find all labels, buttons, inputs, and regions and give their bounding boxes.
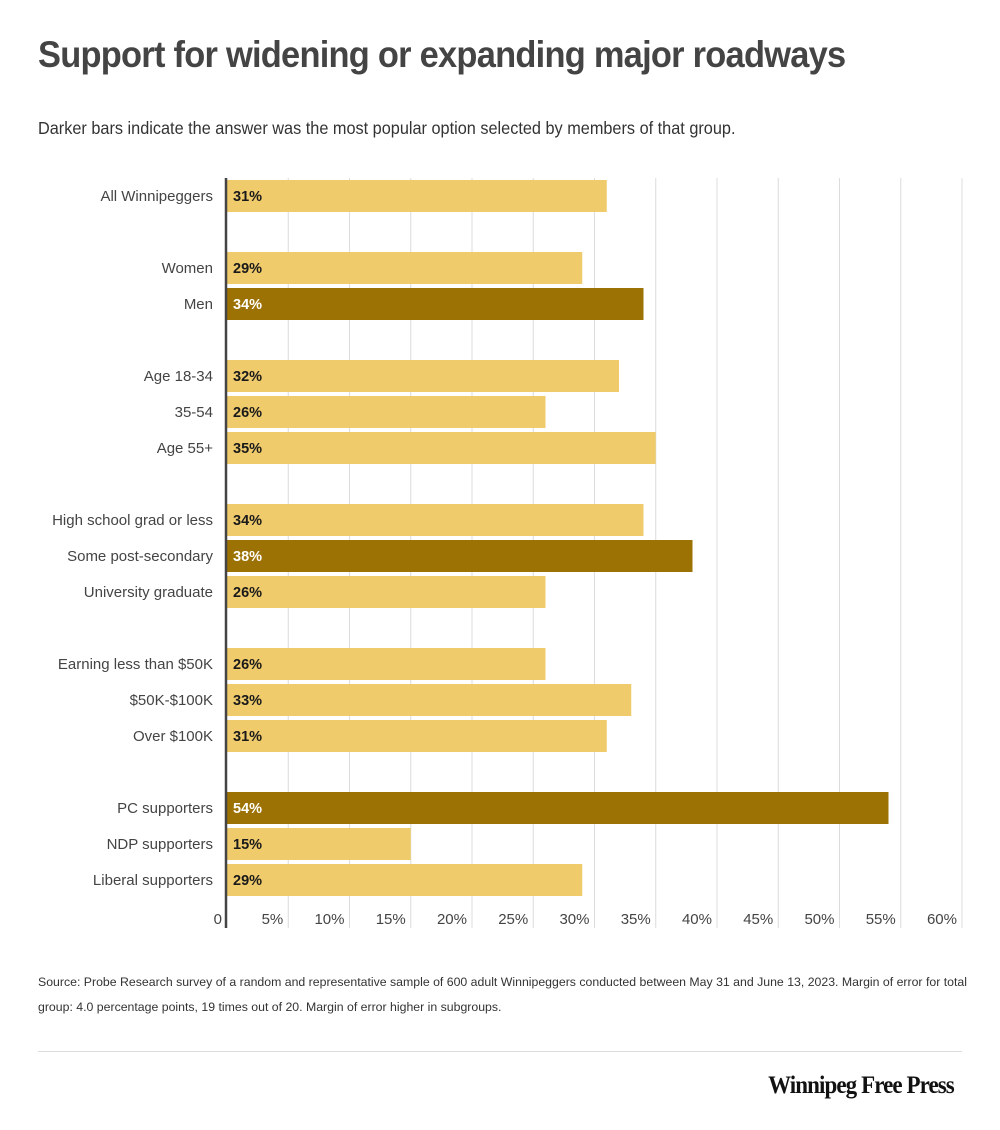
- bar: [227, 648, 546, 680]
- bar: [227, 504, 644, 536]
- category-label: 35-54: [175, 404, 213, 421]
- value-label: 26%: [233, 657, 262, 673]
- x-tick-label: 60%: [927, 911, 957, 928]
- bar: [227, 432, 656, 464]
- x-tick-label: 10%: [314, 911, 344, 928]
- bars: All Winnipeggers 31% Women 29% Men 34% Age 18-…: [52, 180, 889, 896]
- x-tick-label: 0: [214, 911, 222, 928]
- publisher-logo: Winnipeg Free Press: [768, 1072, 955, 1099]
- value-label: 54%: [233, 801, 262, 817]
- category-label: NDP supporters: [107, 836, 213, 853]
- value-label: 29%: [233, 873, 262, 889]
- chart-subtitle: Darker bars indicate the answer was the …: [38, 118, 736, 138]
- value-label: 38%: [233, 549, 262, 565]
- x-tick-label: 30%: [559, 911, 589, 928]
- category-label: Some post-secondary: [67, 548, 213, 565]
- value-label: 26%: [233, 585, 262, 601]
- bar: [227, 576, 546, 608]
- bar: [227, 828, 411, 860]
- x-tick-label: 20%: [437, 911, 467, 928]
- bar: [227, 864, 583, 896]
- bar: [227, 180, 607, 212]
- x-tick-label: 5%: [262, 911, 284, 928]
- value-label: 31%: [233, 189, 262, 205]
- category-label: Liberal supporters: [93, 872, 213, 889]
- category-label: $50K-$100K: [130, 692, 213, 709]
- x-tick-label: 25%: [498, 911, 528, 928]
- bar: [227, 396, 546, 428]
- category-label: High school grad or less: [52, 512, 213, 529]
- value-label: 32%: [233, 369, 262, 385]
- x-tick-label: 35%: [621, 911, 651, 928]
- value-label: 15%: [233, 837, 262, 853]
- bar: [227, 288, 644, 320]
- footer-divider: [38, 1051, 962, 1052]
- category-label: Over $100K: [133, 728, 213, 745]
- category-label: Men: [184, 296, 213, 313]
- category-label: PC supporters: [117, 800, 213, 817]
- value-label: 35%: [233, 441, 262, 457]
- bar-chart: All Winnipeggers 31% Women 29% Men 34% Age 18-…: [52, 178, 963, 928]
- bar: [227, 684, 632, 716]
- category-label: Age 18-34: [144, 368, 213, 385]
- bar: [227, 252, 583, 284]
- value-label: 34%: [233, 513, 262, 529]
- category-label: Earning less than $50K: [58, 656, 213, 673]
- source-note: Source: Probe Research survey of a rando…: [38, 975, 967, 1014]
- value-label: 31%: [233, 729, 262, 745]
- category-label: Age 55+: [157, 440, 214, 457]
- category-label: All Winnipeggers: [100, 188, 213, 205]
- x-tick-label: 40%: [682, 911, 712, 928]
- x-tick-label: 15%: [376, 911, 406, 928]
- value-label: 26%: [233, 405, 262, 421]
- value-label: 34%: [233, 297, 262, 313]
- value-label: 29%: [233, 261, 262, 277]
- axis: 0 5% 10% 15% 20% 25% 30% 35% 40% 45% 50% 55% 60%: [214, 178, 957, 928]
- bar: [227, 720, 607, 752]
- x-tick-label: 55%: [866, 911, 896, 928]
- bar: [227, 792, 889, 824]
- category-label: Women: [162, 260, 213, 277]
- x-tick-label: 45%: [743, 911, 773, 928]
- x-tick-label: 50%: [804, 911, 834, 928]
- category-label: University graduate: [84, 584, 213, 601]
- value-label: 33%: [233, 693, 262, 709]
- bar: [227, 360, 619, 392]
- chart-title: Support for widening or expanding major …: [38, 34, 846, 75]
- bar: [227, 540, 693, 572]
